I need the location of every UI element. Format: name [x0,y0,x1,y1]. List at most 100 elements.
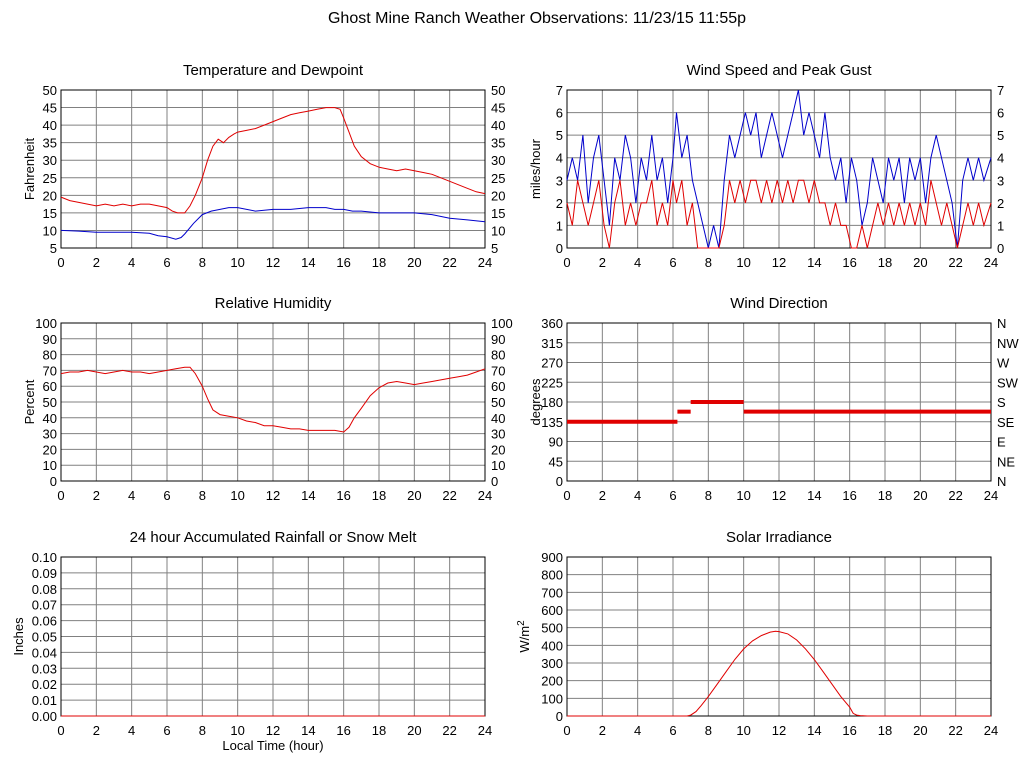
y-tick-label: 6 [556,106,563,121]
x-tick-label: 12 [266,488,280,503]
x-tick-label: 4 [128,488,135,503]
y-tick-label: 3 [556,173,563,188]
right-tick-label: W [997,356,1010,371]
y-tick-label: 60 [43,379,57,394]
y-tick-label: 0.03 [32,661,57,676]
series-line-0 [566,89,992,249]
right-tick-label: 40 [491,411,505,426]
x-tick-label: 2 [93,255,100,270]
x-tick-label: 8 [199,723,206,738]
right-tick-label: NE [997,454,1015,469]
right-tick-label: 20 [491,188,505,203]
x-tick-label: 10 [736,488,750,503]
y-tick-label: 10 [43,458,57,473]
y-tick-label: 40 [43,411,57,426]
right-tick-label: 45 [491,101,505,116]
x-tick-label: 6 [669,488,676,503]
right-tick-label: 50 [491,395,505,410]
y-tick-label: 30 [43,427,57,442]
x-tick-label: 6 [163,255,170,270]
y-tick-label: 600 [541,603,563,618]
x-tick-label: 10 [230,488,244,503]
x-tick-label: 22 [442,255,456,270]
y-axis-label: Percent [22,379,37,424]
series-line-1 [566,179,992,249]
right-tick-label: 25 [491,171,505,186]
x-tick-label: 0 [563,723,570,738]
chart-title: Solar Irradiance [726,529,832,546]
x-tick-label: 6 [669,255,676,270]
x-tick-label: 20 [913,255,927,270]
y-tick-label: 400 [541,638,563,653]
y-axis-label: degrees [528,378,543,425]
x-tick-label: 22 [948,723,962,738]
right-tick-label: 7 [997,83,1004,98]
right-tick-label: 0 [997,241,1004,256]
x-tick-label: 4 [634,488,641,503]
y-tick-label: 0 [50,474,57,489]
x-tick-label: 14 [807,723,821,738]
x-tick-label: 16 [842,723,856,738]
x-tick-label: 0 [57,488,64,503]
x-tick-label: 6 [669,723,676,738]
right-tick-label: 30 [491,153,505,168]
x-tick-label: 8 [705,723,712,738]
right-tick-label: 5 [997,128,1004,143]
y-tick-label: 0 [556,241,563,256]
y-tick-label: 7 [556,83,563,98]
right-tick-label: 40 [491,118,505,133]
x-tick-label: 12 [772,488,786,503]
y-tick-label: 200 [541,674,563,689]
y-tick-label: 30 [43,153,57,168]
y-tick-label: 0 [556,474,563,489]
y-tick-label: 100 [541,691,563,706]
x-tick-label: 20 [407,255,421,270]
right-tick-label: 5 [491,241,498,256]
right-tick-label: 35 [491,136,505,151]
x-tick-label: 20 [407,723,421,738]
y-tick-label: 15 [43,206,57,221]
y-tick-label: 180 [541,395,563,410]
x-tick-label: 0 [563,488,570,503]
plot-frame [566,322,992,482]
y-axis-label-superscript: 2 [516,620,527,626]
x-tick-label: 16 [336,488,350,503]
x-tick-label: 18 [878,723,892,738]
y-tick-label: 0.01 [32,693,57,708]
x-tick-label: 24 [984,723,998,738]
x-tick-label: 14 [807,488,821,503]
y-tick-label: 100 [35,316,57,331]
y-axis-label: W/m2 [516,620,532,653]
y-tick-label: 20 [43,442,57,457]
x-tick-label: 18 [878,488,892,503]
x-tick-label: 0 [57,255,64,270]
x-tick-label: 0 [57,723,64,738]
x-tick-label: 22 [948,488,962,503]
y-tick-label: 40 [43,118,57,133]
x-tick-label: 4 [634,723,641,738]
y-tick-label: 0.08 [32,582,57,597]
x-tick-label: 0 [563,255,570,270]
x-tick-label: 20 [407,488,421,503]
y-tick-label: 800 [541,568,563,583]
plot-frame [60,89,486,249]
y-tick-label: 80 [43,348,57,363]
x-tick-label: 16 [842,255,856,270]
y-tick-label: 10 [43,223,57,238]
x-tick-label: 4 [128,723,135,738]
y-tick-label: 0 [556,709,563,724]
right-tick-label: 10 [491,223,505,238]
y-axis-label-text: Inches [11,617,26,656]
y-axis-label-text: Percent [22,379,37,424]
x-tick-label: 22 [948,255,962,270]
right-tick-label: 15 [491,206,505,221]
y-tick-label: 1 [556,218,563,233]
x-tick-label: 12 [772,723,786,738]
y-tick-label: 90 [43,332,57,347]
y-tick-label: 90 [549,435,563,450]
x-tick-label: 22 [442,723,456,738]
